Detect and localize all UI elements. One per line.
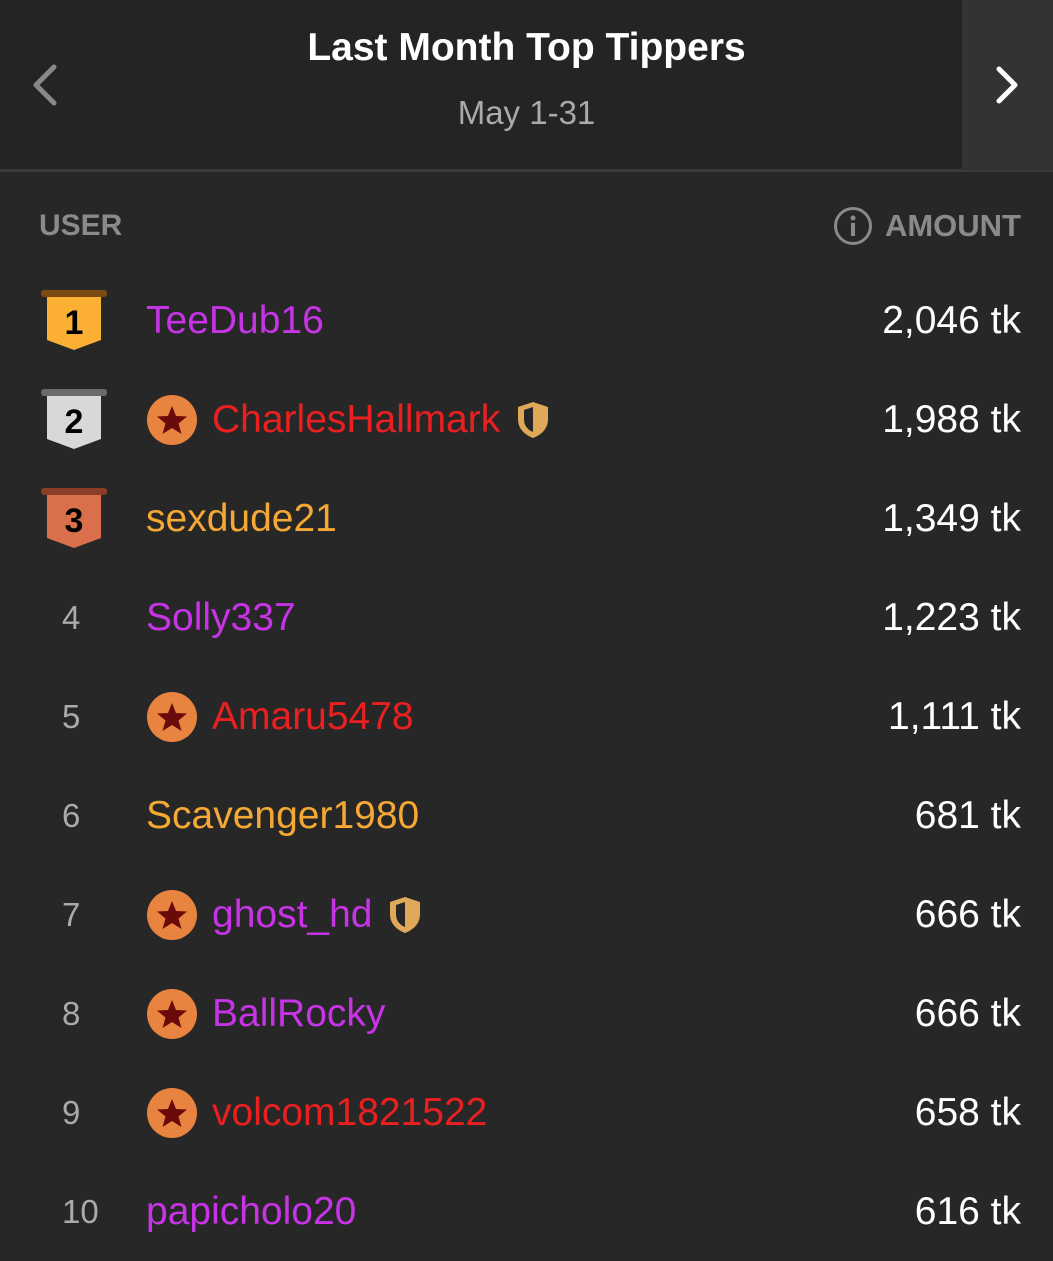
user-entry: Solly337: [146, 596, 296, 640]
username-link[interactable]: TeeDub16: [146, 298, 324, 342]
user-entry: CharlesHallmark: [146, 394, 552, 446]
user-entry: volcom1821522: [146, 1087, 487, 1139]
tip-amount: 1,223 tk: [882, 595, 1021, 639]
leaderboard-row[interactable]: 7 ghost_hd 666 tk: [0, 865, 1053, 964]
username-link[interactable]: sexdude21: [146, 496, 337, 540]
column-header-user: USER: [39, 209, 123, 242]
rank-number: 8: [62, 994, 81, 1032]
rank-number: 4: [62, 598, 81, 636]
tip-amount: 1,988 tk: [882, 397, 1021, 441]
date-range: May 1-31: [457, 94, 596, 131]
user-entry: ghost_hd: [146, 889, 424, 941]
star-badge-icon: [147, 988, 197, 1039]
star-badge-icon: [147, 394, 197, 445]
star-badge-icon: [147, 1087, 197, 1138]
amount-label: AMOUNT: [884, 208, 1021, 243]
medal-silver-icon: 2: [41, 388, 107, 449]
medal-bronze-icon: 3: [41, 487, 107, 548]
rank-number: 6: [62, 796, 81, 834]
username-link[interactable]: CharlesHallmark: [212, 397, 501, 441]
chevron-right-icon: [996, 66, 1017, 104]
leaderboard-row[interactable]: 1 TeeDub16 2,046 tk: [0, 271, 1053, 370]
user-entry: Scavenger1980: [146, 794, 419, 838]
user-entry: BallRocky: [146, 988, 385, 1040]
tip-amount: 616 tk: [914, 1189, 1021, 1233]
tip-amount: 666 tk: [914, 892, 1021, 936]
username-link[interactable]: papicholo20: [146, 1189, 357, 1233]
user-entry: Amaru5478: [146, 691, 414, 743]
username-link[interactable]: Solly337: [146, 595, 296, 639]
leaderboard-row[interactable]: 9 volcom1821522 658 tk: [0, 1063, 1053, 1162]
rank-number: 10: [62, 1192, 99, 1230]
shield-icon: [518, 401, 549, 438]
tip-amount: 666 tk: [914, 991, 1021, 1035]
leaderboard-row[interactable]: 2 CharlesHallmark 1,988 tk: [0, 370, 1053, 469]
username-link[interactable]: ghost_hd: [212, 892, 373, 936]
username-link[interactable]: Amaru5478: [212, 694, 414, 738]
info-icon[interactable]: [833, 206, 873, 246]
star-badge-icon: [147, 691, 197, 742]
leaderboard-row[interactable]: 6 Scavenger1980 681 tk: [0, 766, 1053, 865]
tip-amount: 1,349 tk: [882, 496, 1021, 540]
rank-number: 7: [62, 895, 81, 933]
page-title: Last Month Top Tippers: [307, 26, 746, 69]
leaderboard-row[interactable]: 5 Amaru5478 1,111 tk: [0, 667, 1053, 766]
username-link[interactable]: BallRocky: [212, 991, 386, 1035]
user-entry: TeeDub16: [146, 299, 324, 343]
username-link[interactable]: volcom1821522: [212, 1090, 488, 1134]
medal-gold-icon: 1: [41, 289, 107, 350]
header: Last Month Top Tippers May 1-31: [0, 0, 1053, 172]
rank-number: 3: [65, 502, 84, 540]
chevron-left-icon: [33, 64, 57, 106]
rank-number: 5: [62, 697, 81, 735]
previous-button[interactable]: [0, 0, 90, 170]
leaderboard-row[interactable]: 8 BallRocky 666 tk: [0, 964, 1053, 1063]
next-button[interactable]: [962, 0, 1053, 170]
tip-amount: 658 tk: [914, 1090, 1021, 1134]
star-badge-icon: [147, 889, 197, 940]
tip-amount: 681 tk: [914, 793, 1021, 837]
rank-medal: 2: [0, 387, 146, 453]
rank-number: 2: [65, 403, 84, 441]
user-entry: sexdude21: [146, 497, 337, 541]
tip-amount: 2,046 tk: [882, 298, 1021, 342]
rank-medal: 1: [0, 288, 146, 354]
rank-number: 9: [62, 1093, 81, 1131]
user-entry: papicholo20: [146, 1190, 356, 1234]
leaderboard-row[interactable]: 10 papicholo20 616 tk: [0, 1162, 1053, 1261]
shield-icon: [390, 896, 421, 933]
username-link[interactable]: Scavenger1980: [146, 793, 420, 837]
rank-number: 1: [65, 304, 84, 342]
leaderboard-row[interactable]: 4 Solly337 1,223 tk: [0, 568, 1053, 667]
column-header-amount: AMOUNT: [833, 206, 1021, 246]
rank-medal: 3: [0, 486, 146, 552]
leaderboard-row[interactable]: 3 sexdude21 1,349 tk: [0, 469, 1053, 568]
tip-amount: 1,111 tk: [888, 694, 1021, 738]
